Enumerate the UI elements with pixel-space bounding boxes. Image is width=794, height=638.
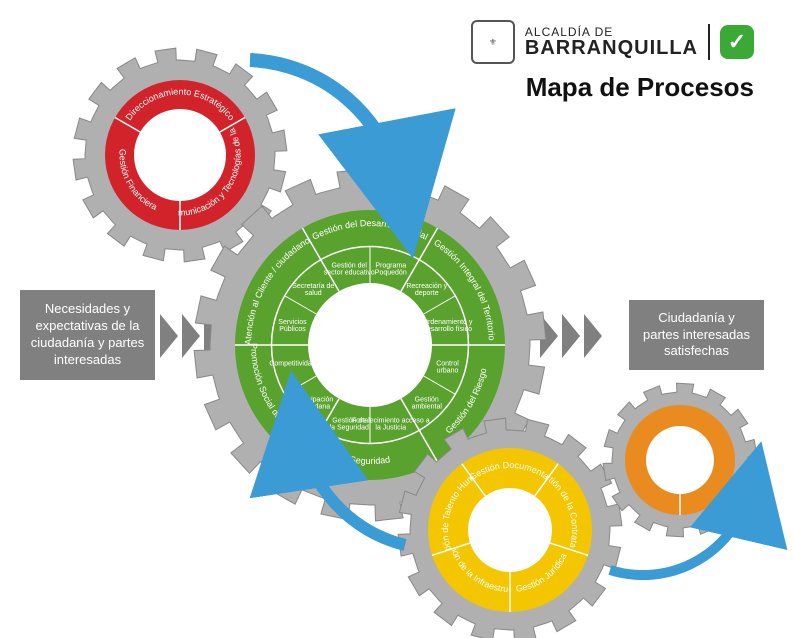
- segment-label: Evaluación y Control de la Gestión: [0, 0, 4, 2]
- inner-cell: Gestiónambiental: [412, 396, 443, 410]
- segment-label: Seguridad: [349, 454, 391, 466]
- inner-cell: Competitividad: [269, 361, 315, 368]
- inner-cell: ParticipaciónCiudadana: [293, 396, 333, 410]
- inner-cell: Controlurbano: [436, 361, 459, 375]
- inner-cell: Gestión dela Seguridad: [330, 417, 369, 431]
- inner-cell: ServiciosPúblicos: [278, 319, 307, 333]
- diagram-svg: Direccionamiento EstratégicoGestión de l…: [0, 0, 794, 638]
- inner-cell: ProgramaPoquedón: [375, 262, 407, 276]
